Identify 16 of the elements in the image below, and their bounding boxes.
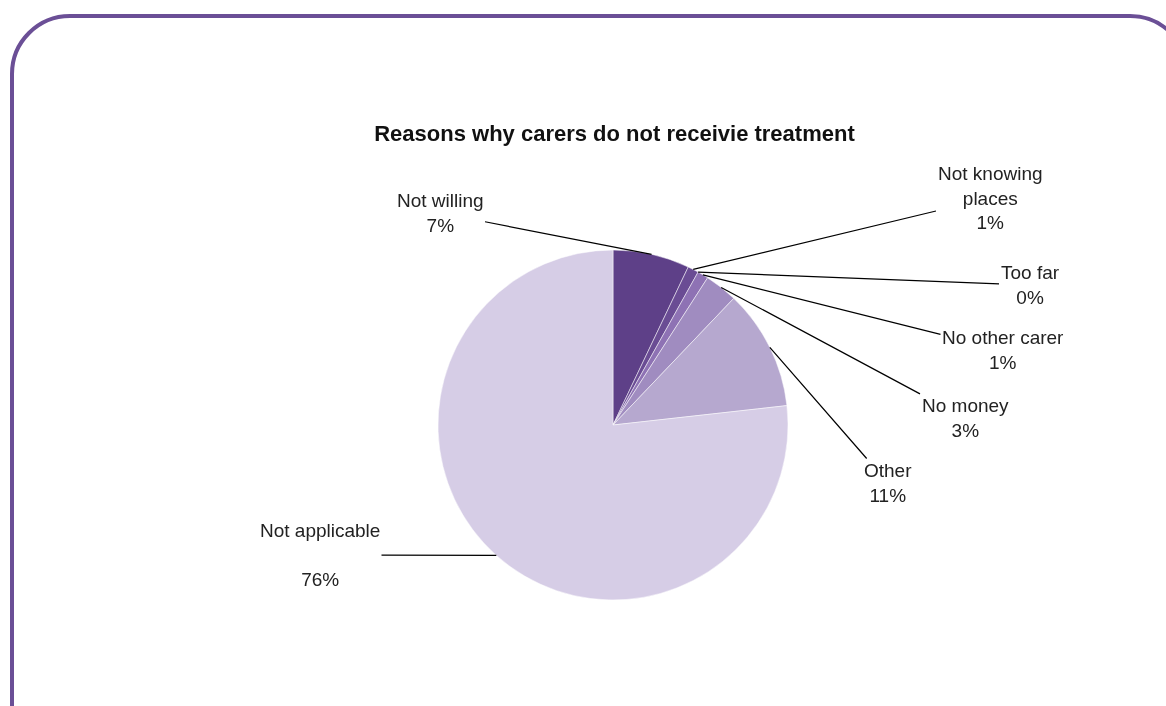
data-label: 7% xyxy=(426,214,455,236)
data-label: 3% xyxy=(951,419,980,441)
slice-label: Not applicable xyxy=(260,520,381,541)
slice-label: No other carer xyxy=(942,327,1065,348)
data-label: 76% xyxy=(301,569,340,591)
data-label: 1% xyxy=(988,351,1017,373)
category-label: Too far xyxy=(1001,262,1060,283)
slice-label: Not willing xyxy=(397,190,484,211)
data-label: 1% xyxy=(976,212,1005,234)
text: 0% xyxy=(1016,286,1044,308)
slice-label: Other xyxy=(864,460,913,481)
chart-title: Reasons why carers do not receivie treatment xyxy=(374,120,856,146)
data-label: 11% xyxy=(869,484,907,506)
slice-label: Not knowing places xyxy=(938,163,1043,209)
pie-slice xyxy=(437,249,789,601)
slice-label: No money xyxy=(922,395,1010,416)
